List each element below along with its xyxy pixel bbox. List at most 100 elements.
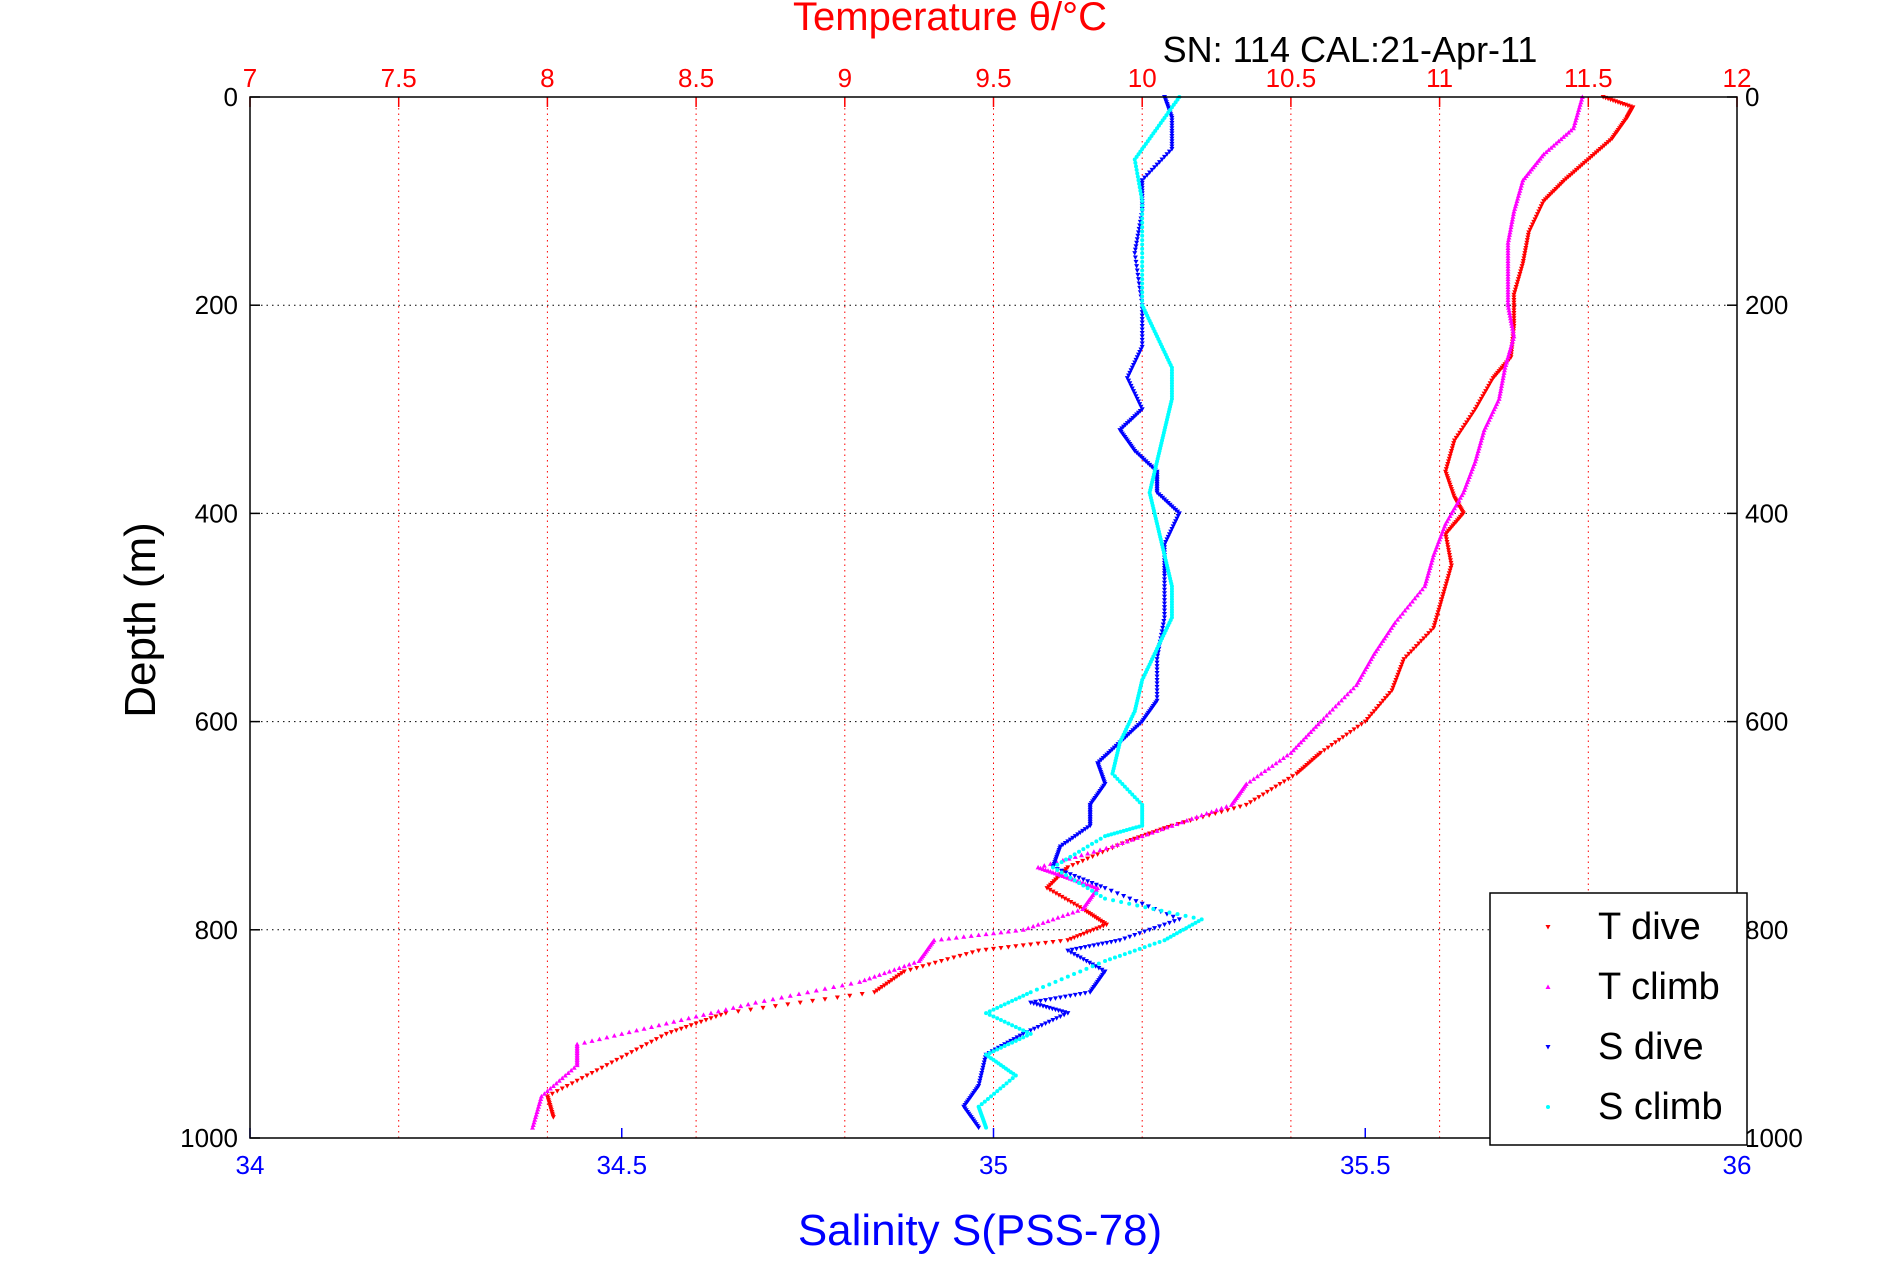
t-dive-point bbox=[901, 969, 907, 974]
s-dive-point bbox=[1043, 1021, 1049, 1026]
t-climb-point bbox=[881, 970, 887, 976]
t-dive-point bbox=[1219, 809, 1225, 815]
s-climb-point bbox=[1024, 991, 1029, 996]
t-dive-point bbox=[1078, 933, 1084, 938]
t-dive-point bbox=[1533, 214, 1539, 220]
s-dive-point bbox=[1134, 240, 1140, 246]
s-climb-point bbox=[984, 1011, 989, 1016]
s-dive-point bbox=[1169, 139, 1175, 144]
s-dive-point bbox=[1137, 223, 1143, 228]
s-climb-point bbox=[1140, 216, 1145, 221]
t-dive-point bbox=[1453, 435, 1459, 441]
s-dive-point bbox=[1165, 534, 1171, 540]
t-climb-point bbox=[1091, 849, 1097, 854]
t-dive-point bbox=[1094, 916, 1100, 921]
depth-tick-label-right: 600 bbox=[1745, 707, 1788, 737]
temperature-tick-label: 9 bbox=[838, 63, 852, 93]
t-climb-point bbox=[1509, 326, 1515, 331]
t-dive-point bbox=[1329, 743, 1335, 748]
t-dive-point bbox=[1065, 898, 1071, 903]
t-climb-point bbox=[1481, 427, 1487, 433]
t-climb-point bbox=[1313, 724, 1319, 729]
t-dive-point bbox=[718, 1012, 724, 1018]
t-climb-point bbox=[708, 1010, 714, 1016]
t-climb-point bbox=[530, 1122, 536, 1127]
t-dive-point bbox=[1448, 558, 1454, 563]
t-climb-point bbox=[574, 1062, 580, 1068]
t-climb-point bbox=[1404, 605, 1410, 610]
t-climb-point bbox=[533, 1112, 539, 1117]
t-climb-point bbox=[1378, 641, 1384, 646]
t-climb-point bbox=[1499, 380, 1505, 386]
s-climb-point bbox=[1135, 174, 1140, 179]
t-dive-point bbox=[1471, 409, 1477, 415]
t-dive-point bbox=[1053, 891, 1059, 896]
t-climb-point bbox=[938, 936, 944, 942]
s-climb-point bbox=[1107, 957, 1112, 962]
s-dive-point bbox=[1154, 664, 1160, 669]
s-climb-point bbox=[1047, 982, 1052, 987]
s-dive-point bbox=[1142, 929, 1148, 935]
t-dive-point bbox=[772, 1004, 778, 1009]
t-climb-point bbox=[1080, 906, 1086, 911]
s-climb-point bbox=[1133, 160, 1138, 165]
s-dive-point bbox=[1139, 317, 1145, 322]
s-climb-point bbox=[1090, 841, 1095, 846]
s-climb-point bbox=[1006, 1021, 1011, 1026]
t-climb-point bbox=[1417, 589, 1423, 595]
s-dive-point bbox=[1014, 1035, 1020, 1040]
s-dive-point bbox=[1169, 136, 1175, 142]
t-climb-point bbox=[906, 962, 912, 967]
t-dive-point bbox=[1541, 199, 1547, 204]
t-climb-point bbox=[1571, 123, 1577, 128]
t-climb-point bbox=[891, 967, 897, 972]
t-dive-point bbox=[1378, 701, 1384, 706]
t-dive-point bbox=[945, 957, 951, 962]
s-dive-point bbox=[1162, 571, 1168, 576]
t-dive-point bbox=[1513, 284, 1519, 290]
t-dive-point bbox=[1212, 811, 1218, 817]
t-dive-point bbox=[1428, 628, 1434, 634]
s-dive-point bbox=[1133, 394, 1139, 399]
s-dive-point bbox=[1169, 126, 1175, 131]
s-dive-point bbox=[1162, 154, 1168, 160]
t-dive-point bbox=[1389, 688, 1395, 693]
s-climb-point bbox=[1140, 242, 1145, 247]
t-climb-point bbox=[1330, 706, 1336, 712]
t-climb-point bbox=[559, 1075, 565, 1081]
t-dive-point bbox=[1359, 722, 1365, 727]
s-dive-point bbox=[1093, 964, 1099, 969]
t-climb-point bbox=[1517, 188, 1523, 193]
t-dive-point bbox=[559, 1086, 565, 1092]
t-dive-point bbox=[1445, 576, 1451, 581]
s-climb-point bbox=[1199, 917, 1204, 922]
t-climb-point bbox=[1514, 198, 1520, 204]
s-dive-point bbox=[1133, 899, 1139, 904]
s-dive-point bbox=[1068, 950, 1074, 955]
t-dive-point bbox=[1444, 537, 1450, 542]
t-climb-point bbox=[1497, 391, 1503, 396]
t-climb-point bbox=[1041, 863, 1047, 868]
t-climb-point bbox=[1570, 125, 1576, 131]
s-climb-point bbox=[1137, 185, 1142, 190]
t-dive-point bbox=[899, 971, 905, 976]
t-climb-point bbox=[1025, 925, 1031, 931]
t-dive-point bbox=[604, 1063, 610, 1068]
t-dive-point bbox=[1443, 534, 1449, 540]
s-climb-point bbox=[979, 1102, 984, 1107]
t-dive-point bbox=[983, 947, 989, 953]
s-climb-point bbox=[1143, 905, 1148, 910]
s-climb-point bbox=[1139, 195, 1144, 200]
t-dive-point bbox=[1448, 451, 1454, 457]
t-climb-point bbox=[1335, 700, 1341, 706]
s-dive-point bbox=[1076, 875, 1082, 881]
s-dive-point bbox=[1074, 946, 1080, 952]
t-climb-point bbox=[1426, 568, 1432, 573]
s-climb-point bbox=[1017, 1026, 1022, 1031]
t-dive-point bbox=[1070, 863, 1076, 868]
s-dive-point bbox=[1108, 888, 1114, 894]
legend-marker-s-dive bbox=[1545, 1045, 1551, 1050]
t-dive-point bbox=[1511, 292, 1517, 298]
t-dive-point bbox=[1252, 797, 1258, 803]
legend-label-t-dive: T dive bbox=[1598, 906, 1701, 948]
